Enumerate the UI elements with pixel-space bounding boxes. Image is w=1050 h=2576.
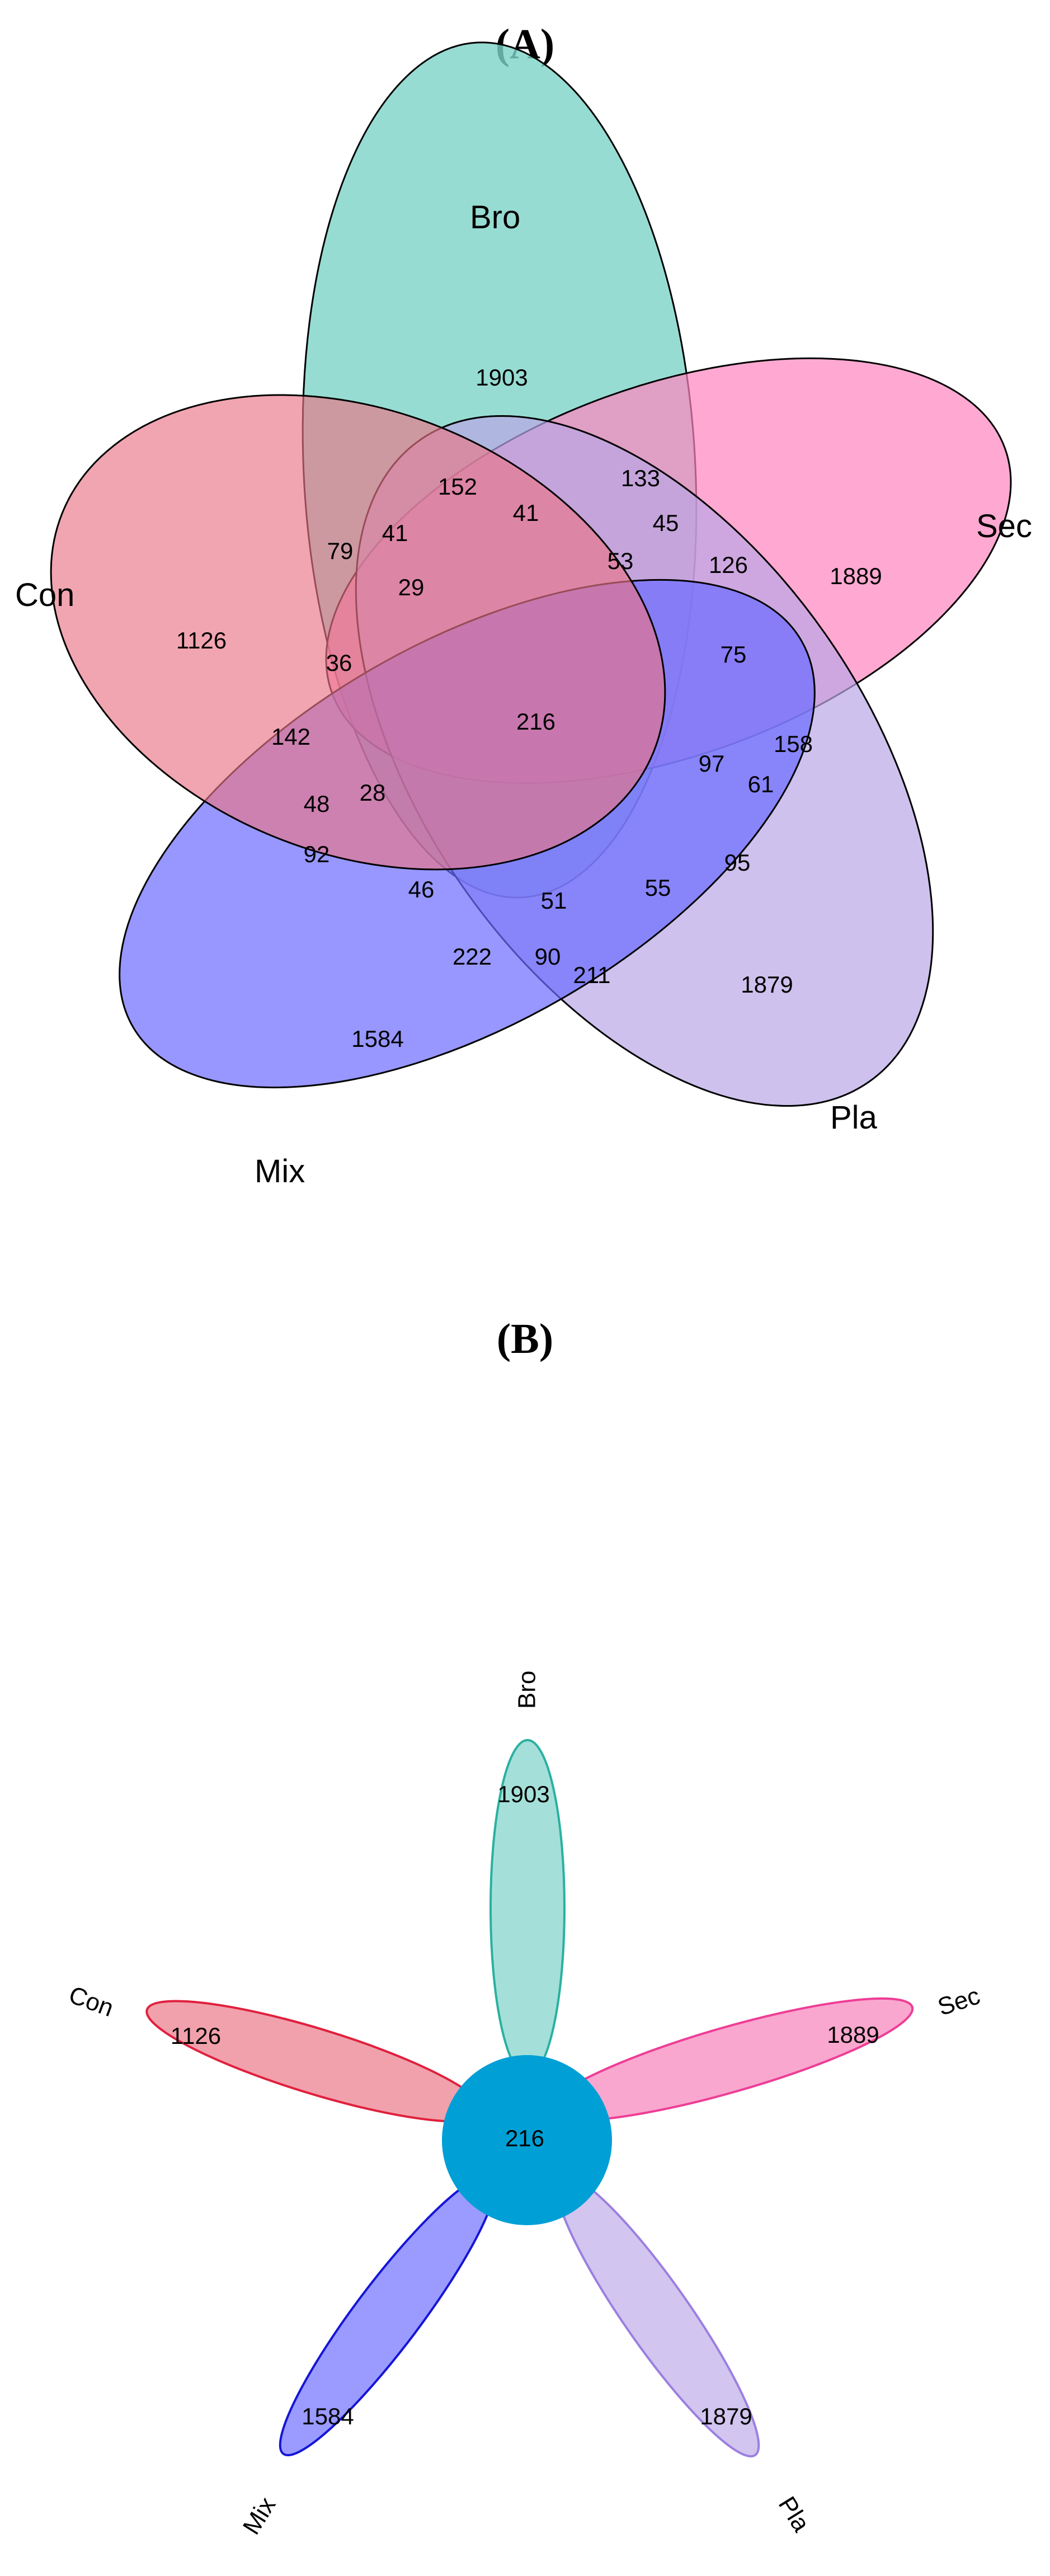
region-count: 29 [398,574,425,600]
region-count: 1879 [741,971,793,998]
region-count: 97 [699,750,725,777]
region-count: 45 [653,510,679,536]
set-label-mix: Mix [255,1153,305,1190]
petal-con: 1126 Con [65,1981,486,2123]
petal-bro-name: Bro [514,1671,541,1709]
petal-bro-value: 1903 [497,1781,549,1807]
region-count: 1126 [176,627,227,654]
petal-con-shape [145,2000,486,2123]
petal-sec-name: Sec [934,1982,983,2021]
set-label-con: Con [15,577,74,613]
region-count: 126 [709,552,748,578]
region-count: 1903 [475,364,528,391]
petal-pla-name: Pla [773,2492,816,2537]
region-count: 158 [774,731,813,757]
set-label-bro: Bro [470,199,520,236]
region-count: 92 [304,841,330,867]
panel-b-title: (B) [496,1315,554,1362]
region-count: 51 [541,887,567,914]
region-count: 152 [438,473,477,500]
core-circle [442,2055,612,2225]
venn-diagram: Bro Sec Pla Mix Con 1903 152 133 41 41 7… [15,41,1032,1190]
petal-pla-value: 1879 [700,2403,752,2429]
region-count: 79 [327,538,354,564]
region-count: 48 [304,791,330,817]
petal-bro: 1903 Bro [489,1671,566,2077]
region-count: 55 [645,875,671,901]
region-count: 41 [513,500,539,526]
region-count: 95 [724,849,751,876]
region-count: 133 [621,465,660,491]
region-count: 28 [360,779,386,806]
region-count: 1584 [351,1026,403,1052]
region-count: 222 [453,943,492,970]
region-count: 1889 [830,563,882,589]
petal-mix-name: Mix [238,2492,281,2539]
petal-con-value: 1126 [171,2023,221,2049]
flower-diagram: 1903 Bro 1889 Sec 1879 Pla 1584 Mix 1126… [65,1671,983,2540]
region-count: 61 [748,771,774,797]
core-value: 216 [505,2125,544,2151]
region-count: 53 [608,548,634,574]
region-count: 36 [326,650,352,676]
region-count: 46 [408,876,435,902]
set-con-ellipse [50,394,666,871]
petal-mix-value: 1584 [302,2403,354,2429]
region-count: 90 [535,943,561,970]
set-label-sec: Sec [976,508,1032,544]
petal-pla: 1879 Pla [554,2173,816,2537]
region-count: 75 [721,641,747,667]
region-count: 142 [271,723,310,750]
petal-con-name: Con [65,1981,117,2022]
region-count: 211 [573,962,611,988]
region-count: 41 [382,520,408,546]
set-label-pla: Pla [830,1099,878,1136]
region-count: 216 [516,708,555,735]
petal-mix: 1584 Mix [238,2174,497,2539]
petal-sec-value: 1889 [827,2022,879,2048]
